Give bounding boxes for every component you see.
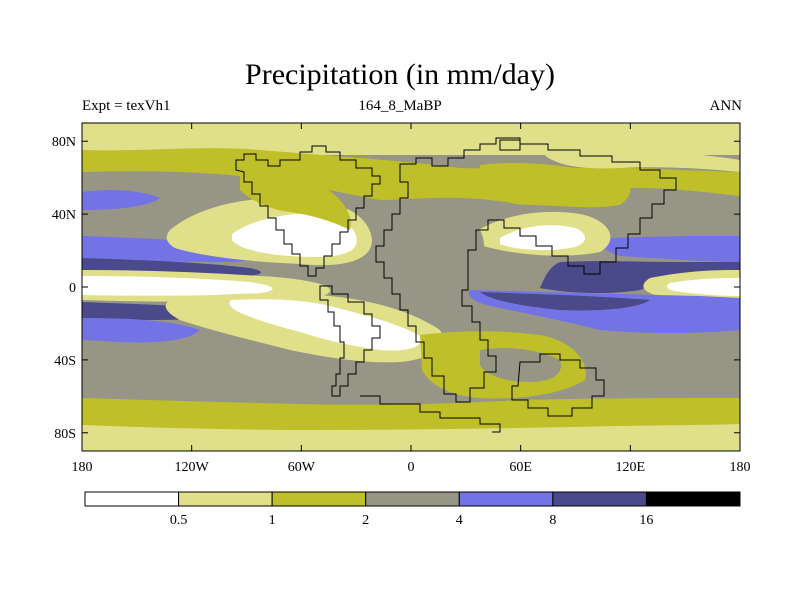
coastlines	[235, 137, 677, 433]
colorbar-swatch	[178, 491, 273, 507]
lat-tick-label: 80S	[54, 427, 76, 442]
colorbar-label: 4	[456, 513, 463, 528]
colorbar-swatch	[84, 491, 180, 507]
equatorial-east-white	[666, 278, 740, 296]
lat-tick-label: 40S	[54, 354, 76, 369]
lat-tick-label: 40N	[52, 208, 76, 223]
lon-tick-label: 180	[72, 460, 93, 475]
colorbar-label: 8	[549, 513, 556, 528]
lon-tick-label: 120E	[616, 460, 646, 475]
map-title: Precipitation (in mm/day)	[245, 58, 555, 91]
colorbar-swatch	[271, 491, 367, 507]
lon-tick-label: 60W	[288, 460, 316, 475]
lat-tick-label: 0	[69, 281, 76, 296]
colorbar-label: 0.5	[170, 513, 188, 528]
land-olive-east-north	[478, 162, 631, 208]
colorbar-label: 2	[362, 513, 369, 528]
lon-tick-label: 120W	[175, 460, 210, 475]
land-gray-south	[480, 348, 561, 382]
south-light-band	[82, 424, 740, 451]
land-olive-north	[240, 170, 351, 230]
equatorial-white-band	[82, 276, 273, 296]
blue-band-north-west	[82, 190, 160, 210]
season-label: ANN	[709, 98, 743, 114]
darkblue-band-south-east	[480, 292, 650, 311]
darkblue-band-east	[540, 261, 740, 294]
colorbar: 0.5 1 2 4 8 16	[84, 491, 741, 528]
coastline-north-america	[235, 145, 381, 277]
colorbar-swatch	[552, 491, 647, 507]
north-west-white-region	[232, 213, 357, 257]
lat-tick-label: 80N	[52, 135, 76, 150]
colorbar-swatch	[365, 491, 460, 507]
longitude-axis: 180 120W 60W 0 60E 120E 180	[72, 123, 751, 475]
coastline-australia	[511, 353, 605, 417]
coastline-eurasia-africa	[375, 137, 677, 403]
experiment-label: Expt = texVh1	[82, 98, 171, 114]
colorbar-label: 16	[639, 513, 653, 528]
coastline-south-america	[319, 285, 381, 397]
lon-tick-label: 60E	[509, 460, 532, 475]
coastline-antarctica	[360, 395, 501, 433]
lon-tick-label: 0	[408, 460, 415, 475]
land-gray-center	[375, 220, 485, 300]
blue-band-south-west	[82, 318, 200, 343]
colorbar-label: 1	[269, 513, 276, 528]
blue-band-north-east	[603, 236, 740, 262]
colorbar-swatch	[645, 491, 741, 507]
time-period-label: 164_8_MaBP	[358, 98, 442, 114]
north-light-patch	[540, 144, 740, 172]
coastline-greenland	[499, 139, 521, 151]
map-field	[82, 123, 740, 451]
north-east-white-region	[500, 225, 586, 251]
colorbar-swatch	[458, 491, 554, 507]
lon-tick-label: 180	[730, 460, 751, 475]
latitude-axis: 80N 40N 0 40S 80S	[52, 135, 740, 442]
